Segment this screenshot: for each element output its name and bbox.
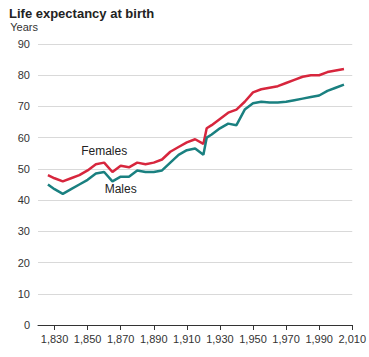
svg-text:Females: Females	[81, 144, 127, 158]
svg-text:1,870: 1,870	[107, 333, 135, 345]
svg-text:30: 30	[18, 225, 30, 237]
svg-text:40: 40	[18, 194, 30, 206]
svg-text:Years: Years	[10, 21, 38, 33]
svg-text:0: 0	[24, 319, 30, 331]
svg-text:1,910: 1,910	[173, 333, 201, 345]
svg-text:1,830: 1,830	[41, 333, 69, 345]
svg-text:80: 80	[18, 69, 30, 81]
svg-text:1,890: 1,890	[140, 333, 168, 345]
svg-text:70: 70	[18, 100, 30, 112]
svg-text:Males: Males	[105, 182, 137, 196]
svg-text:1,850: 1,850	[74, 333, 102, 345]
svg-text:60: 60	[18, 132, 30, 144]
svg-text:10: 10	[18, 288, 30, 300]
svg-text:50: 50	[18, 163, 30, 175]
svg-text:1,990: 1,990	[305, 333, 333, 345]
svg-text:1,950: 1,950	[239, 333, 267, 345]
svg-text:2,010: 2,010	[338, 333, 366, 345]
svg-text:1,930: 1,930	[206, 333, 234, 345]
svg-text:1,970: 1,970	[272, 333, 300, 345]
svg-text:Life expectancy at birth: Life expectancy at birth	[9, 6, 154, 21]
svg-text:20: 20	[18, 257, 30, 269]
svg-text:90: 90	[18, 38, 30, 50]
